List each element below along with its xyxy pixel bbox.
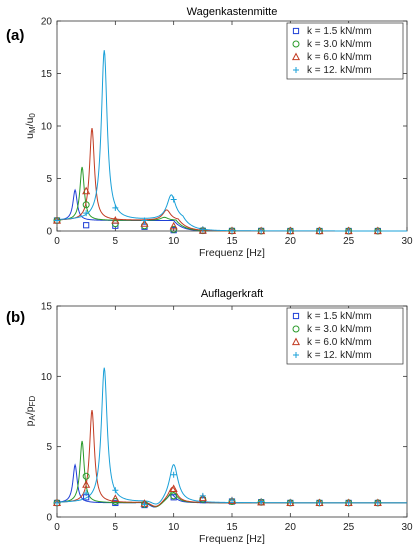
data-point-plus xyxy=(112,204,119,211)
ticks-b: 0 5 10 15 20 25 30 0 5 10 15 xyxy=(41,302,413,534)
legend-label-4: k = 12. kN/mm xyxy=(307,65,372,76)
legend-marker-4 xyxy=(293,67,299,73)
y-tick-label: 10 xyxy=(41,372,53,383)
y-tick-label: 5 xyxy=(46,442,52,453)
legend-marker-2 xyxy=(292,325,300,333)
data-point-plus xyxy=(229,497,235,504)
data-point-plus xyxy=(316,228,323,234)
data-point-square xyxy=(83,222,90,229)
data-point-triangle xyxy=(82,186,91,195)
data-point-plus xyxy=(316,499,323,506)
data-point-circle xyxy=(111,220,119,228)
data-point-triangle xyxy=(82,480,91,488)
legend-marker-2 xyxy=(292,40,300,48)
data-point-plus xyxy=(287,228,294,234)
x-tick-label: 10 xyxy=(168,522,180,533)
data-point-plus xyxy=(229,227,235,234)
data-point-circle xyxy=(82,472,90,480)
markers-b xyxy=(52,471,382,509)
x-tick-label: 0 xyxy=(54,522,60,533)
y-axis-label-a: uM/u0 xyxy=(24,113,37,139)
x-tick-label: 10 xyxy=(168,236,180,247)
legend-label-3: k = 6.0 kN/mm xyxy=(307,337,372,348)
legend-a: k = 1.5 kN/mm k = 3.0 kN/mm k = 6.0 kN/mm k… xyxy=(286,22,404,80)
x-tick-label: 15 xyxy=(226,522,238,533)
data-point-triangle xyxy=(111,494,120,502)
legend-marker-1 xyxy=(292,27,300,35)
legend-marker-3 xyxy=(291,52,301,61)
legend-label-4: k = 12. kN/mm xyxy=(307,350,372,361)
chart-title-b: Auflagerkraft xyxy=(201,288,263,300)
legend-b: k = 1.5 kN/mm k = 3.0 kN/mm k = 6.0 kN/mm k… xyxy=(286,307,404,365)
y-tick-label: 0 xyxy=(46,513,52,524)
data-point-plus xyxy=(170,471,177,478)
data-point-plus xyxy=(374,228,381,234)
x-tick-label: 30 xyxy=(401,522,413,533)
x-axis-label-a: Frequenz [Hz] xyxy=(199,247,265,259)
data-point-triangle xyxy=(198,493,207,502)
data-point-plus xyxy=(170,196,177,203)
data-point-plus xyxy=(258,498,265,505)
data-point-plus xyxy=(83,210,90,217)
markers-a xyxy=(52,186,382,235)
x-tick-label: 20 xyxy=(285,236,297,247)
data-point-circle xyxy=(170,492,178,500)
x-tick-label: 15 xyxy=(226,236,238,247)
legend-label-1: k = 1.5 kN/mm xyxy=(307,26,372,37)
data-point-plus xyxy=(199,226,206,233)
data-point-triangle xyxy=(169,221,178,230)
legend-marker-3 xyxy=(291,337,301,346)
data-point-triangle xyxy=(169,484,178,492)
panel-b: (b) Auflagerkraft 0 5 10 15 20 25 30 0 5 10 15 Fre… xyxy=(6,288,413,545)
y-tick-label: 5 xyxy=(46,174,52,185)
data-point-triangle xyxy=(111,216,120,224)
data-point-plus xyxy=(141,501,148,508)
legend-marker-4 xyxy=(293,352,299,358)
y-tick-label: 0 xyxy=(46,227,52,238)
data-point-plus xyxy=(374,499,381,506)
y-tick-label: 10 xyxy=(41,122,53,133)
legend-label-2: k = 3.0 kN/mm xyxy=(307,324,372,335)
y-axis-label-b: pA/pFD xyxy=(24,395,37,426)
legend-label-1: k = 1.5 kN/mm xyxy=(307,311,372,322)
data-point-plus xyxy=(54,499,60,506)
data-point-circle xyxy=(170,225,178,233)
x-tick-label: 30 xyxy=(401,236,413,247)
data-point-plus xyxy=(199,492,206,499)
legend-box xyxy=(286,307,404,365)
legend-label-3: k = 6.0 kN/mm xyxy=(307,52,372,63)
x-tick-label: 20 xyxy=(285,522,297,533)
data-point-triangle xyxy=(198,226,207,234)
data-point-triangle xyxy=(140,219,149,227)
data-point-plus xyxy=(112,487,119,494)
data-point-plus xyxy=(83,490,90,497)
y-tick-label: 15 xyxy=(41,69,53,80)
data-point-plus xyxy=(345,499,352,506)
ticks-a: 0 5 10 15 20 25 30 0 5 10 15 20 xyxy=(41,17,413,248)
x-tick-label: 25 xyxy=(343,236,355,247)
panel-label-a: (a) xyxy=(6,27,24,44)
data-point-plus xyxy=(287,499,294,506)
x-tick-label: 25 xyxy=(343,522,355,533)
panel-label-b: (b) xyxy=(6,309,25,326)
x-tick-label: 5 xyxy=(113,522,119,533)
legend-box xyxy=(286,22,404,80)
panel-a: (a) Wagenkastenmitte 0 5 10 15 20 25 30 0 5 10 15 2… xyxy=(6,6,413,259)
x-axis-label-b: Frequenz [Hz] xyxy=(199,533,265,545)
chart-title-a: Wagenkastenmitte xyxy=(187,6,278,18)
data-point-plus xyxy=(141,217,148,224)
data-point-plus xyxy=(258,227,265,234)
x-tick-label: 5 xyxy=(113,236,119,247)
data-point-plus xyxy=(54,217,60,224)
x-tick-label: 0 xyxy=(54,236,60,247)
data-point-circle xyxy=(82,201,90,209)
y-tick-label: 20 xyxy=(41,17,53,28)
data-point-plus xyxy=(345,228,352,234)
y-tick-label: 15 xyxy=(41,302,53,313)
legend-marker-1 xyxy=(292,312,300,320)
legend-label-2: k = 3.0 kN/mm xyxy=(307,39,372,50)
